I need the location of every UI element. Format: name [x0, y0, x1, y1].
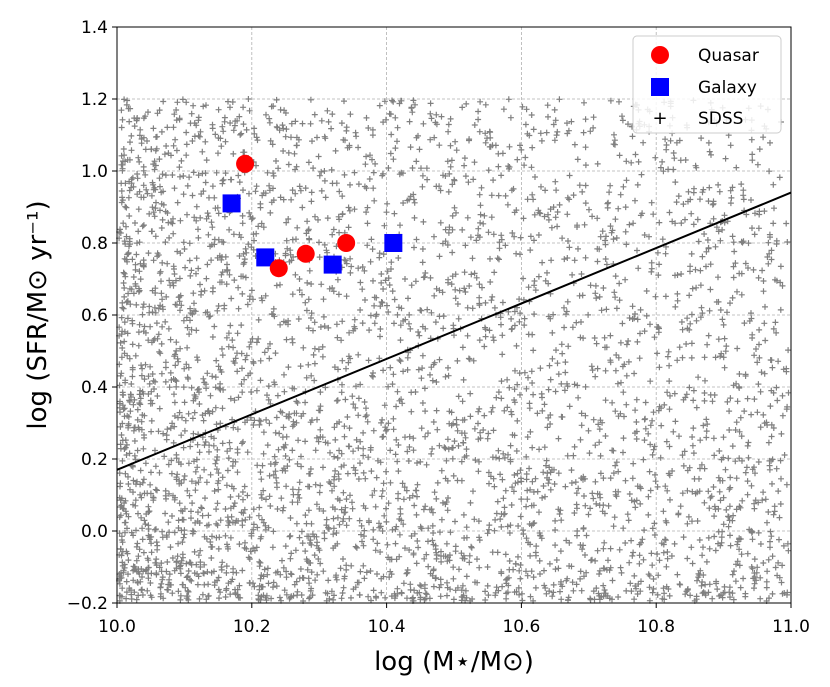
sdss-series: [116, 96, 792, 604]
x-tick-label: 10.2: [233, 617, 271, 637]
legend-quasar-marker: [651, 46, 669, 64]
x-tick-label: 10.6: [502, 617, 540, 637]
legend-galaxy-marker: [651, 78, 669, 96]
galaxy-point: [222, 194, 241, 213]
galaxy-point: [323, 255, 342, 274]
x-tick-label: 10.0: [98, 617, 136, 637]
y-tick-label: −0.2: [67, 594, 108, 614]
galaxy-point: [384, 234, 403, 252]
x-tick-label: 10.8: [637, 617, 675, 637]
sdss-point: [116, 96, 792, 604]
galaxy-point: [256, 248, 275, 267]
axis-ticks: 10.0 10.2 10.4 10.6 10.8 11.0 −0.2 0.0 0.2 0.4 0.6…: [67, 18, 810, 637]
legend-galaxy-label: Galaxy: [698, 78, 757, 98]
fit-line-layer: [116, 191, 792, 471]
legend-sdss-label: SDSS: [698, 109, 743, 129]
x-axis-label: log (M⋆/M⊙): [374, 647, 534, 677]
y-tick-label: 0.4: [81, 378, 108, 398]
y-tick-label: 0.0: [81, 522, 108, 542]
legend-sdss-marker: +: [652, 108, 667, 129]
y-tick-label: 0.2: [81, 450, 108, 470]
x-tick-label: 11.0: [772, 617, 810, 637]
legend-quasar-label: Quasar: [698, 46, 759, 66]
y-axis-label: log (SFR/M⊙ yr⁻¹): [23, 200, 53, 429]
y-tick-label: 1.0: [81, 162, 108, 182]
legend-box: [632, 35, 782, 134]
y-tick-label: 0.6: [81, 306, 108, 326]
y-tick-label: 1.2: [81, 90, 108, 110]
highlight-markers: [222, 154, 403, 278]
x-tick-label: 10.4: [368, 617, 406, 637]
y-tick-label: 0.8: [81, 234, 108, 254]
y-tick-label: 1.4: [81, 18, 108, 38]
fit-line: [116, 191, 792, 471]
quasar-point: [236, 154, 255, 173]
quasar-point: [337, 234, 356, 252]
quasar-point: [269, 259, 288, 278]
legend: Quasar Galaxy + SDSS: [632, 35, 782, 134]
quasar-point: [296, 244, 315, 263]
